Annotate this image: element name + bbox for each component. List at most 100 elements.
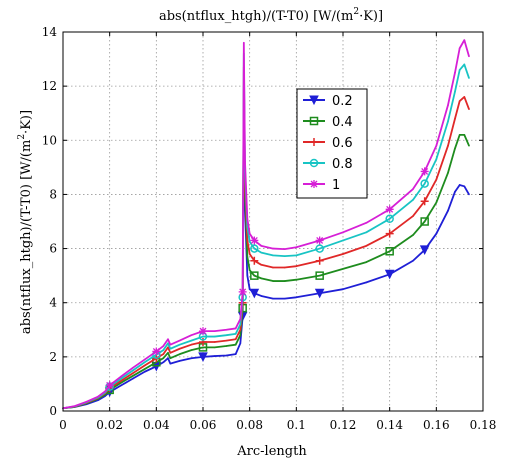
data-point <box>260 251 263 254</box>
data-point-dot <box>458 47 461 50</box>
data-point <box>454 71 456 74</box>
data-point <box>272 297 274 300</box>
data-point-dot <box>178 347 181 350</box>
data-point-dot <box>234 343 237 346</box>
data-point-dot <box>468 108 470 110</box>
data-point-dot <box>435 158 438 161</box>
data-point <box>169 357 172 360</box>
data-point-dot <box>458 69 461 71</box>
series-marker <box>420 167 429 176</box>
data-point <box>423 220 426 223</box>
series-marker <box>199 337 207 346</box>
data-point-dot <box>253 274 256 277</box>
x-tick-label: 0.04 <box>143 418 170 432</box>
legend-marker <box>309 116 319 126</box>
data-point-dot <box>454 147 456 150</box>
data-point <box>435 158 438 161</box>
data-point-dot <box>272 280 274 282</box>
series-marker <box>105 381 114 390</box>
data-point <box>162 349 165 351</box>
legend-label: 0.6 <box>332 136 353 151</box>
data-point <box>272 247 274 250</box>
data-point <box>143 358 146 361</box>
data-point <box>97 395 99 398</box>
data-point <box>365 222 368 224</box>
legend-box <box>296 88 368 199</box>
chart-title: abs(ntflux_htgh)/(T-T0) [W/(m2·K)] <box>159 7 383 24</box>
data-point <box>213 335 216 338</box>
data-point <box>120 381 123 384</box>
data-point <box>239 328 242 331</box>
data-point <box>162 345 165 347</box>
data-point <box>239 334 242 337</box>
data-point-dot <box>260 251 263 254</box>
data-point <box>244 161 246 163</box>
data-point-dot <box>132 375 134 377</box>
data-point-dot <box>463 39 466 41</box>
data-point <box>447 144 449 147</box>
data-point-dot <box>202 346 204 349</box>
data-point-dot <box>295 265 298 267</box>
data-point-dot <box>162 349 165 351</box>
data-point <box>190 349 193 351</box>
x-tick-label: 0.18 <box>470 418 497 432</box>
data-point <box>167 351 169 354</box>
data-point-dot <box>234 338 237 341</box>
legend-marker <box>309 95 319 106</box>
data-point-dot <box>283 280 286 282</box>
data-point-dot <box>120 384 123 387</box>
data-point <box>143 364 146 367</box>
data-point <box>412 259 414 262</box>
x-tick-label: 0 <box>59 418 67 432</box>
data-point <box>248 253 251 255</box>
data-point-dot <box>458 134 461 136</box>
data-point-dot <box>248 232 251 235</box>
data-point <box>234 333 237 335</box>
data-point-dot <box>412 215 414 217</box>
data-point <box>253 274 256 277</box>
data-point <box>253 247 256 250</box>
data-point <box>132 372 134 374</box>
data-point <box>463 39 466 41</box>
data-point-dot <box>239 323 242 326</box>
data-point <box>260 264 263 266</box>
data-point-dot <box>260 295 263 297</box>
data-point-dot <box>169 357 172 360</box>
legend-marker <box>310 138 318 146</box>
data-point <box>132 375 134 377</box>
y-tick-label: 12 <box>42 79 57 93</box>
data-point-dot <box>447 104 449 106</box>
data-point <box>365 245 368 247</box>
data-point <box>239 318 242 320</box>
data-point-dot <box>239 328 242 331</box>
data-point-dot <box>213 330 216 332</box>
data-point-dot <box>239 342 242 345</box>
data-point <box>342 288 344 290</box>
series-marker <box>419 245 430 256</box>
data-point <box>248 232 251 235</box>
data-point-dot <box>365 245 368 247</box>
series-marker <box>420 197 429 206</box>
series-marker <box>420 217 429 226</box>
data-point <box>468 77 470 79</box>
data-point <box>295 278 298 281</box>
series-marker <box>250 236 259 245</box>
data-point <box>260 245 263 247</box>
data-point-dot <box>454 117 456 120</box>
data-point-dot <box>190 334 193 337</box>
data-point-dot <box>225 334 228 337</box>
data-point-dot <box>454 71 456 74</box>
data-point-dot <box>272 247 274 250</box>
data-point-dot <box>178 343 181 346</box>
data-point <box>272 266 274 269</box>
data-point <box>248 269 251 272</box>
series-line <box>62 39 470 410</box>
data-point-dot <box>178 353 181 355</box>
data-point-dot <box>202 335 204 338</box>
data-point <box>388 217 391 220</box>
data-point <box>295 296 298 299</box>
x-tick-label: 0.16 <box>423 418 450 432</box>
series-marker <box>384 269 395 280</box>
data-point <box>463 96 466 98</box>
data-point-dot <box>178 360 181 362</box>
